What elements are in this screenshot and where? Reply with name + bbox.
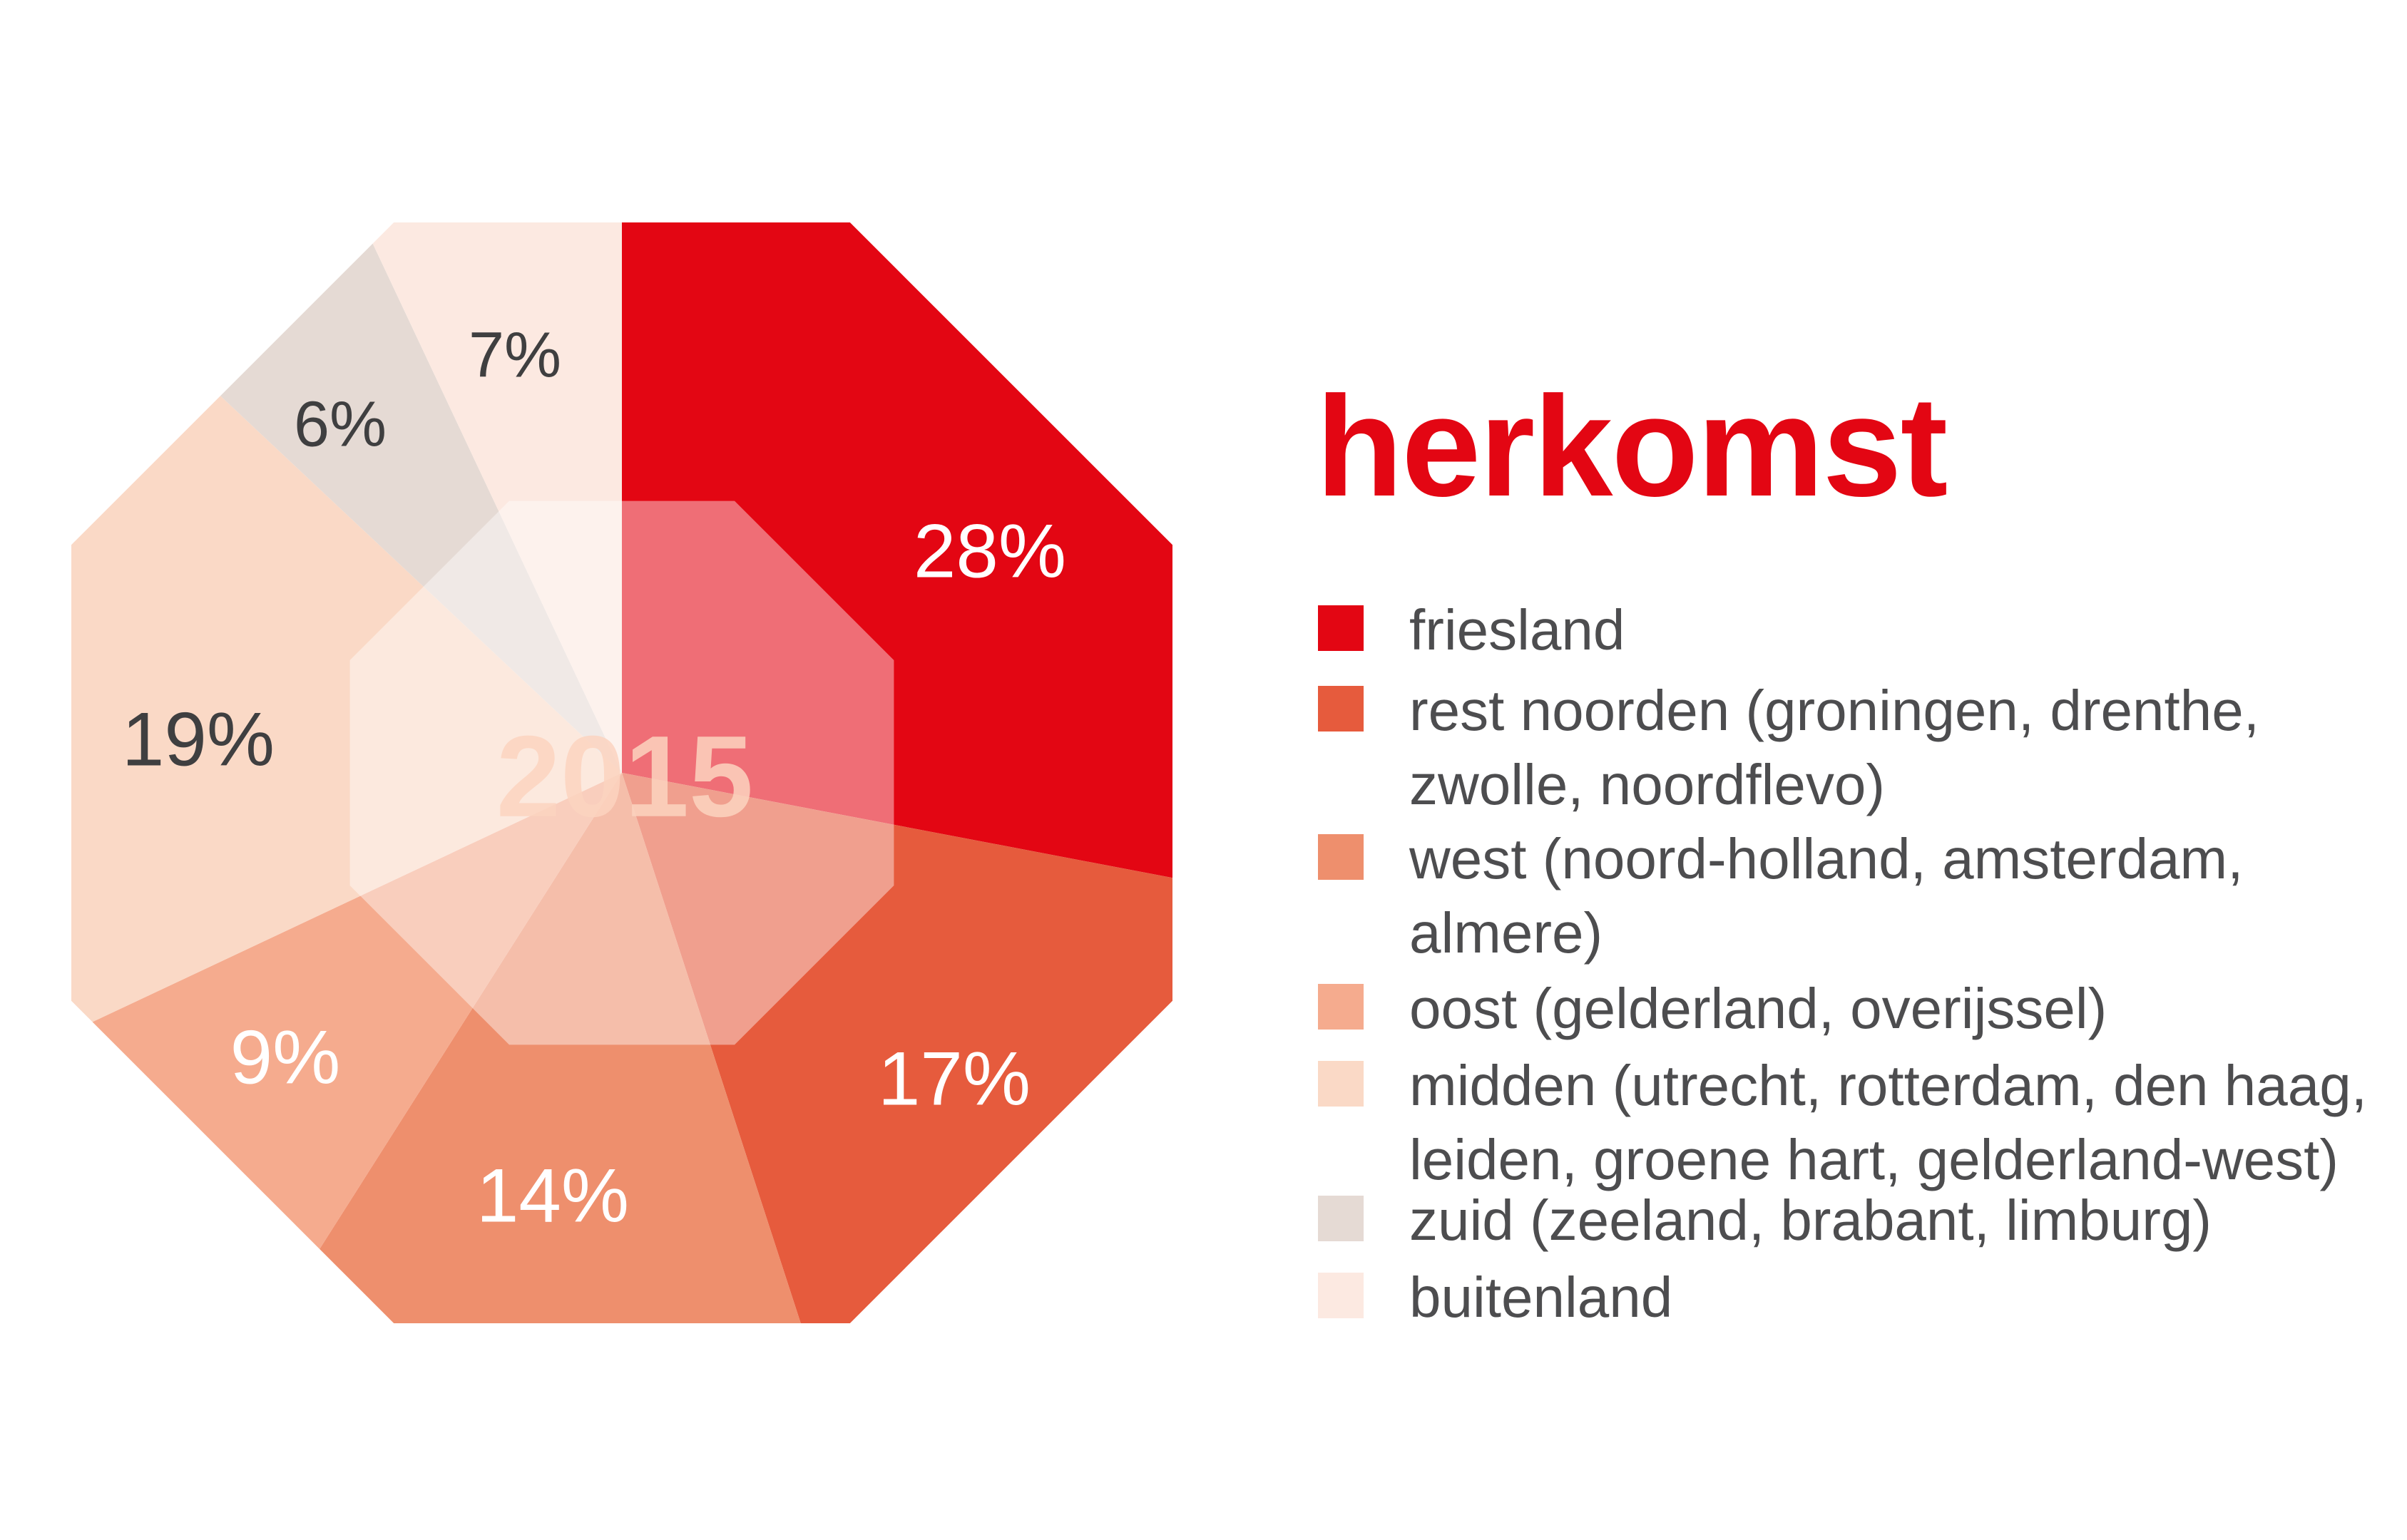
- page-title: herkomst: [1316, 367, 1948, 526]
- legend-label-west: west (noord-holland, amsterdam, almere): [1409, 827, 2244, 965]
- legend-label-oost: oost (gelderland, overijssel): [1409, 977, 2107, 1040]
- slice-label-zuid: 6%: [294, 389, 387, 461]
- slice-west: [320, 773, 801, 1323]
- slice-rest-noorden: [622, 773, 1172, 1323]
- legend-label-friesland: friesland: [1409, 598, 1625, 662]
- legend: friesland rest noorden (groningen, drenth…: [1318, 0, 2388, 1540]
- slice-oost: [92, 773, 623, 1249]
- legend-label-zuid: zuid (zeeland, brabant, limburg): [1409, 1189, 2212, 1252]
- legend-item-west: west (noord-holland, amsterdam, almere): [1318, 822, 2243, 970]
- slice-label-rest-noorden: 17%: [878, 1035, 1031, 1121]
- legend-label-midden: midden (utrecht, rotterdam, den haag, lei…: [1409, 1054, 2367, 1191]
- legend-swatch-friesland: [1318, 605, 1364, 651]
- legend-label-rest-noorden: rest noorden (groningen, drenthe, zwolle,…: [1409, 679, 2259, 816]
- legend-swatch-oost: [1318, 984, 1364, 1030]
- legend-swatch-rest-noorden: [1318, 686, 1364, 732]
- legend-item-midden: midden (utrecht, rotterdam, den haag, lei…: [1318, 1049, 2367, 1197]
- slice-friesland: [622, 222, 1172, 878]
- legend-swatch-buitenland: [1318, 1273, 1364, 1318]
- legend-item-buitenland: buitenland: [1318, 1261, 1672, 1335]
- slice-label-oost: 9%: [230, 1014, 341, 1099]
- slice-midden: [71, 396, 622, 1022]
- legend-item-oost: oost (gelderland, overijssel): [1318, 972, 2107, 1046]
- legend-label-buitenland: buitenland: [1409, 1266, 1673, 1329]
- slice-label-midden: 19%: [122, 696, 275, 781]
- legend-swatch-midden: [1318, 1061, 1364, 1107]
- slice-zuid: [220, 243, 622, 774]
- slice-label-friesland: 28%: [914, 508, 1066, 593]
- slice-label-buitenland: 7%: [469, 320, 561, 391]
- inner-octagon-overlay: [349, 500, 894, 1045]
- legend-item-zuid: zuid (zeeland, brabant, limburg): [1318, 1184, 2212, 1258]
- year-label: 2015: [496, 712, 753, 841]
- slice-label-west: 14%: [476, 1152, 629, 1238]
- legend-item-rest-noorden: rest noorden (groningen, drenthe, zwolle,…: [1318, 674, 2259, 822]
- legend-swatch-west: [1318, 834, 1364, 880]
- slice-buitenland: [372, 222, 622, 773]
- legend-swatch-zuid: [1318, 1196, 1364, 1241]
- legend-item-friesland: friesland: [1318, 593, 1625, 667]
